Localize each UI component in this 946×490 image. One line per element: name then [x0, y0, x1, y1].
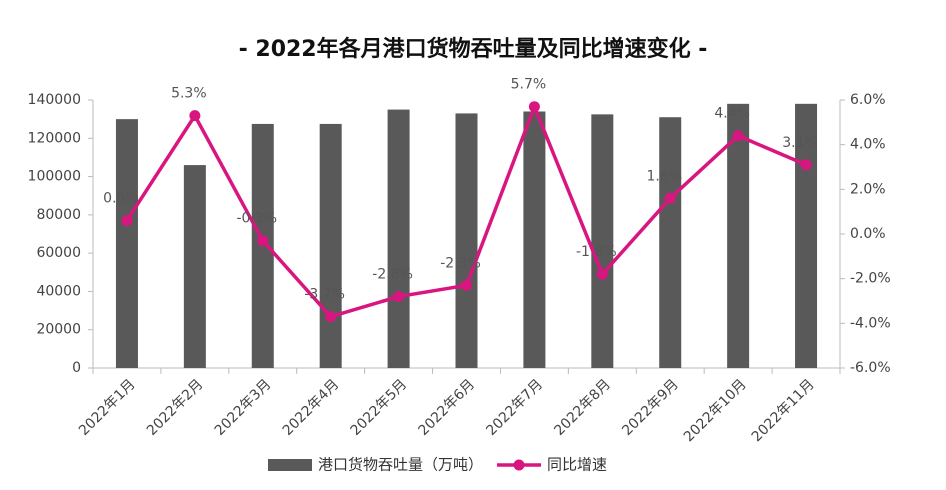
- x-tick-label: 2022年3月: [212, 376, 275, 439]
- legend-label: 同比增速: [547, 456, 607, 474]
- x-tick-label: 2022年6月: [416, 376, 479, 439]
- data-label: 5.7%: [511, 77, 547, 93]
- bar: [795, 103, 818, 368]
- line-point: [257, 235, 269, 247]
- y2-tick-label: -6.0%: [850, 360, 891, 376]
- data-label: 0.6%: [103, 191, 139, 207]
- x-tick-label: 2022年5月: [348, 376, 411, 439]
- x-tick-label: 2022年4月: [280, 376, 343, 439]
- y2-tick-label: -2.0%: [850, 271, 891, 287]
- legend-swatch: [513, 459, 525, 471]
- y-tick-label: 0: [72, 360, 81, 376]
- y-tick-label: 80000: [36, 207, 81, 223]
- legend-swatch: [268, 459, 312, 471]
- line-point: [664, 192, 676, 204]
- bar: [115, 119, 138, 369]
- x-tick-label: 2022年10月: [681, 376, 750, 445]
- data-label: -2.3%: [440, 255, 481, 271]
- y2-tick-label: 6.0%: [850, 92, 886, 108]
- bar: [455, 113, 478, 369]
- y-tick-label: 120000: [28, 130, 81, 146]
- chart-title: - 2022年各月港口货物吞吐量及同比增速变化 -: [239, 36, 708, 62]
- y2-tick-label: 2.0%: [850, 181, 886, 197]
- data-label: 1.6%: [646, 168, 682, 184]
- bar: [183, 165, 206, 368]
- bar: [727, 103, 750, 368]
- y-tick-label: 140000: [28, 92, 81, 108]
- bar: [591, 114, 614, 368]
- data-label: -2.8%: [372, 267, 413, 283]
- y-tick-label: 60000: [36, 245, 81, 261]
- x-tick-label: 2022年1月: [76, 376, 139, 439]
- line-point: [325, 311, 337, 323]
- y2-tick-label: 4.0%: [850, 137, 886, 153]
- y-tick-label: 40000: [36, 283, 81, 299]
- line-point: [121, 215, 133, 227]
- y-tick-label: 100000: [28, 169, 81, 185]
- data-label: 4.4%: [714, 106, 750, 122]
- y2-tick-label: 0.0%: [850, 226, 886, 242]
- x-tick-label: 2022年2月: [144, 376, 207, 439]
- bar: [319, 123, 342, 368]
- data-label: -0.3%: [236, 211, 277, 227]
- x-tick-label: 2022年9月: [619, 376, 682, 439]
- legend-label: 港口货物吞吐量（万吨）: [318, 456, 483, 474]
- bar: [523, 111, 546, 368]
- x-tick-label: 2022年11月: [749, 376, 818, 445]
- line-point: [596, 268, 608, 280]
- line-point: [732, 130, 744, 142]
- line-point: [528, 101, 540, 113]
- y2-tick-label: -4.0%: [850, 315, 891, 331]
- bar: [659, 117, 682, 368]
- data-label: 5.3%: [171, 86, 207, 102]
- bar: [387, 109, 410, 369]
- x-tick-label: 2022年8月: [551, 376, 614, 439]
- line-point: [393, 291, 405, 303]
- y-tick-label: 20000: [36, 322, 81, 338]
- line-point: [461, 279, 472, 291]
- line-point: [800, 159, 812, 171]
- x-tick-label: 2022年7月: [483, 376, 546, 439]
- data-label: 3.1%: [782, 135, 818, 151]
- line-point: [189, 110, 201, 122]
- data-label: -3.7%: [304, 287, 345, 303]
- data-label: -1.8%: [576, 244, 617, 260]
